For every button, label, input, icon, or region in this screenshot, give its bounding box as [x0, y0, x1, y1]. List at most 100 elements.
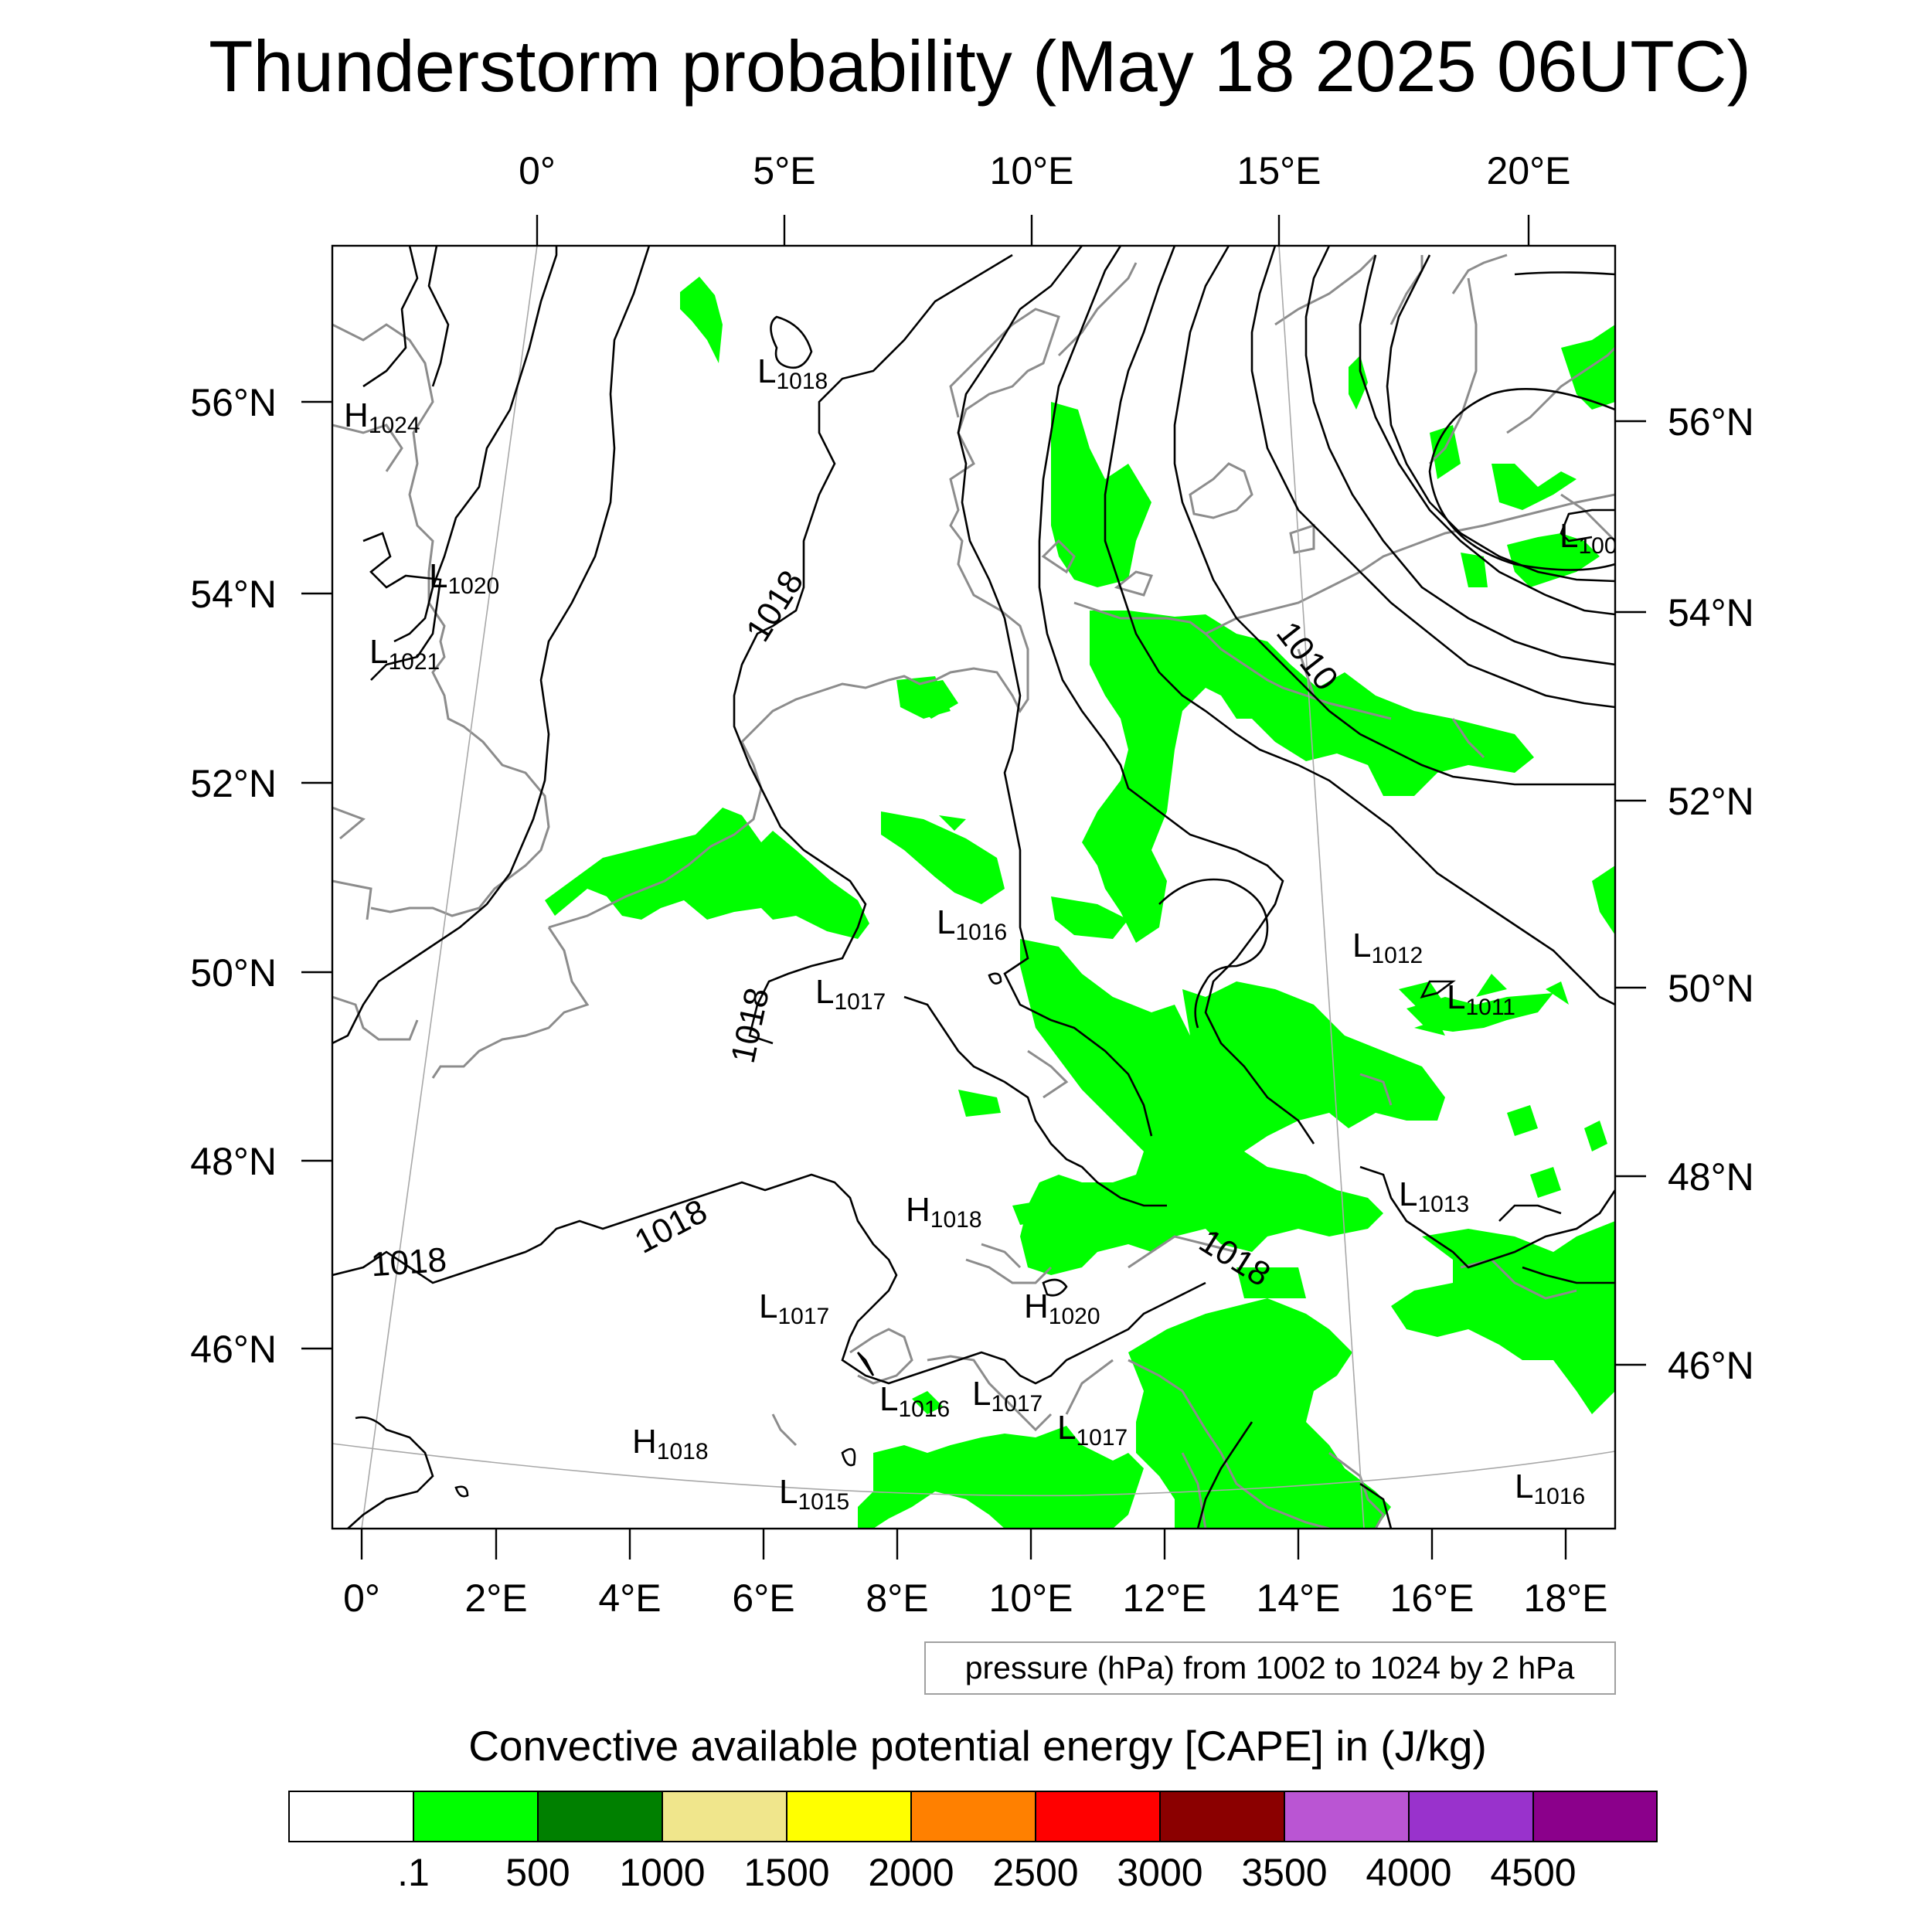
bottom-lon-label: 16°E [1390, 1577, 1475, 1620]
colorbar-label: 4000 [1366, 1851, 1451, 1894]
pressure-center-label: L1016 [1515, 1468, 1585, 1509]
pressure-center-label: L1021 [369, 633, 440, 675]
cape-area [912, 1391, 943, 1414]
right-lat-label: 50°N [1668, 967, 1754, 1010]
colorbar-label: 2500 [992, 1851, 1078, 1894]
top-lon-label: 0° [519, 149, 556, 192]
colorbar-label: 500 [505, 1851, 570, 1894]
colorbar-label: 1500 [743, 1851, 829, 1894]
left-lat-label: 50°N [190, 951, 277, 995]
isobar-line [1359, 254, 1615, 616]
left-latitude-axis: 56°N 54°N 52°N 50°N 48°N 46°N [190, 381, 332, 1371]
map-frame [331, 244, 1617, 1530]
cape-area [1430, 425, 1461, 479]
cape-area [1592, 866, 1615, 935]
right-lat-label: 46°N [1668, 1344, 1754, 1387]
cape-area [1461, 553, 1488, 587]
cape-area [1020, 939, 1445, 1275]
cape-area [1507, 1105, 1538, 1136]
bottom-lon-label: 18°E [1524, 1577, 1608, 1620]
isobar-line [454, 1485, 469, 1498]
isobar-line [1304, 246, 1615, 666]
pressure-center-label: L1017 [972, 1375, 1043, 1417]
isobar-line [1386, 254, 1615, 583]
right-lat-label: 54°N [1668, 591, 1754, 634]
right-lat-label: 56°N [1668, 400, 1754, 444]
top-longitude-axis: 0° 5°E 10°E 15°E 20°E [519, 149, 1570, 246]
colorbar-box [537, 1791, 663, 1842]
colorbar-box [1408, 1791, 1534, 1842]
colorbar-box [786, 1791, 912, 1842]
isobar-line [988, 972, 1002, 985]
cape-area [1051, 402, 1151, 587]
colorbar-box [910, 1791, 1036, 1842]
colorbar-box [288, 1791, 414, 1842]
isobar-line [1158, 878, 1269, 1029]
isobar-line [903, 995, 1167, 1207]
cape-area [858, 1426, 1144, 1529]
colorbar-box [662, 1791, 787, 1842]
pressure-center-label: L100 [1560, 517, 1617, 559]
map-area: 1018 1018 1018 1018 1018 1010 H1024 L102… [332, 246, 1617, 1529]
contour-info-box: pressure (hPa) from 1002 to 1024 by 2 hP… [924, 1641, 1616, 1695]
left-lat-label: 54°N [190, 573, 277, 616]
bottom-lon-label: 6°E [732, 1577, 794, 1620]
cape-area [545, 808, 869, 939]
isobar-line [1173, 246, 1615, 786]
isobar-line [1359, 1165, 1615, 1269]
pressure-center-label: L1018 [757, 352, 828, 394]
isobar-line [393, 246, 558, 643]
isobar-line [1420, 980, 1456, 998]
colorbar-box [1159, 1791, 1285, 1842]
isobar-line [1038, 246, 1315, 1145]
right-latitude-axis: 56°N 54°N 52°N 50°N 48°N 46°N [1615, 400, 1754, 1387]
cape-area [1546, 981, 1569, 1005]
isobar-line [1196, 1421, 1253, 1529]
bottom-longitude-axis: 0° 2°E 4°E 6°E 8°E 10°E 12°E 14°E 16°E 1… [343, 1529, 1607, 1620]
colorbar-label: 4500 [1490, 1851, 1576, 1894]
cape-area [1414, 1020, 1445, 1036]
pressure-center-label: H1024 [344, 396, 420, 438]
colorbar-label: 1000 [619, 1851, 705, 1894]
bottom-lon-label: 12°E [1123, 1577, 1207, 1620]
isobar-line [1104, 246, 1615, 1006]
bottom-lon-label: 0° [343, 1577, 380, 1620]
left-lat-label: 46°N [190, 1328, 277, 1371]
isobar-line [427, 246, 450, 387]
cape-shading [545, 277, 1615, 1529]
isobar-line [733, 253, 1013, 1045]
isobar-line [347, 1416, 434, 1529]
isobar-line [841, 1447, 856, 1467]
right-lat-label: 52°N [1668, 780, 1754, 823]
cape-area [939, 815, 966, 831]
top-lon-label: 20°E [1487, 149, 1571, 192]
pressure-center-label: L1017 [759, 1287, 829, 1329]
cape-area [1468, 1306, 1546, 1337]
isobar-line [1359, 1482, 1393, 1529]
right-lat-label: 48°N [1668, 1155, 1754, 1199]
isobar-line [1522, 1266, 1615, 1284]
isobar-line [1428, 388, 1615, 571]
cape-area [1128, 1298, 1391, 1529]
bottom-lon-label: 2°E [464, 1577, 527, 1620]
pressure-center-label: H1018 [632, 1423, 709, 1464]
isobar-line [1042, 1278, 1068, 1297]
isobar-line [770, 315, 813, 369]
cape-area [680, 277, 723, 363]
pressure-center-label: L1017 [815, 973, 886, 1015]
colorbar-box [1035, 1791, 1161, 1842]
isobar-line [362, 246, 419, 388]
isobar-line [1560, 509, 1615, 543]
isobar-label: 1018 [369, 1241, 447, 1284]
cape-area [1236, 1267, 1306, 1298]
cape-area [1349, 355, 1368, 410]
map-title: Thunderstorm probability (May 18 2025 06… [209, 26, 1751, 107]
colorbar-label: .1 [397, 1851, 430, 1894]
top-lon-label: 5°E [753, 149, 815, 192]
colorbar-label: 3000 [1117, 1851, 1202, 1894]
pressure-center-label: L1011 [1447, 978, 1515, 1020]
isobar-line [1498, 1204, 1562, 1222]
pressure-centers: H1024 L1020 L1021 L1018 L1016 L1017 H101… [344, 352, 1617, 1515]
top-lon-label: 10°E [990, 149, 1074, 192]
